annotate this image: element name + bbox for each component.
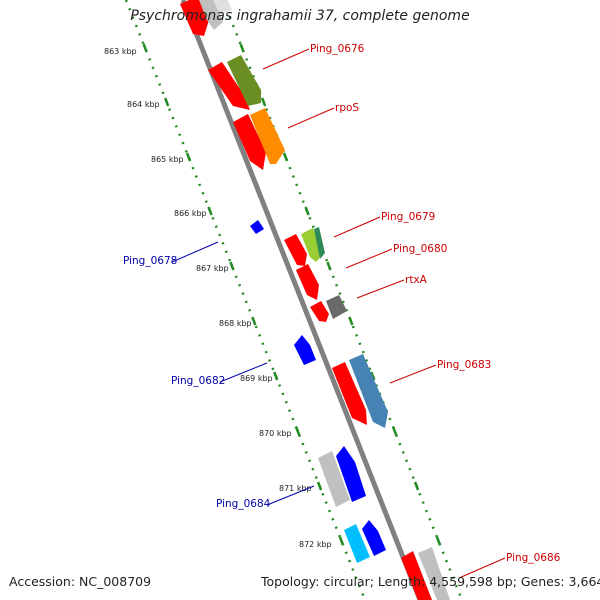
tick-label: 865 kbp [151, 155, 184, 164]
tick-label: 866 kbp [174, 209, 207, 218]
leader-line [345, 248, 393, 269]
gene-label-ping-0679[interactable]: Ping_0679 [381, 211, 435, 223]
tick-label: 869 kbp [240, 374, 273, 383]
gene-label-ping-0680[interactable]: Ping_0680 [393, 243, 447, 255]
tick-label: 871 kbp [279, 484, 312, 493]
ruler-major-tick [304, 206, 310, 216]
gene-label-rpos[interactable]: rpoS [335, 102, 359, 114]
cds-feature[interactable] [208, 62, 250, 110]
ruler-major-tick [326, 261, 332, 271]
tick-label: 867 kbp [196, 264, 229, 273]
gene-feature-blue[interactable] [362, 520, 386, 556]
accession-text: Accession: NC_008709 [9, 574, 152, 589]
gene-feature-grey[interactable] [318, 451, 350, 507]
gene-label-ping-0676[interactable]: Ping_0676 [310, 43, 365, 55]
leader-line [389, 364, 437, 384]
gene-label-ping-0682[interactable]: Ping_0682 [171, 375, 225, 387]
gene-feature-ping-0680[interactable] [296, 264, 319, 300]
gene-feature-grey[interactable] [418, 547, 450, 600]
ruler-major-tick [338, 536, 345, 546]
leader-line [219, 362, 268, 383]
ruler-major-tick [435, 536, 442, 546]
gene-feature-ping-0686[interactable] [401, 551, 432, 600]
gene-feature-ping-0683[interactable] [349, 354, 388, 428]
gene-label-ping-0678[interactable]: Ping_0678 [123, 255, 177, 267]
gene-feature-ping-0678[interactable] [250, 220, 264, 234]
tick-label: 863 kbp [104, 47, 137, 56]
ruler-major-tick [251, 316, 257, 326]
gene-label-ping-0684[interactable]: Ping_0684 [216, 498, 271, 510]
leader-line [458, 557, 506, 579]
ruler-major-tick [348, 316, 354, 326]
leader-line [266, 485, 315, 506]
gene-feature-ping-0684[interactable] [336, 446, 366, 502]
ruler-major-tick [413, 481, 420, 491]
gene-label-ping-0683[interactable]: Ping_0683 [437, 359, 491, 371]
gene-feature-rpos[interactable] [250, 108, 285, 164]
cds-feature[interactable] [233, 114, 266, 170]
genome-summary-text: Topology: circular; Length: 4,559,598 bp… [261, 574, 600, 589]
leader-line [356, 279, 405, 299]
gene-features [180, 0, 450, 600]
ruler-major-tick [142, 43, 148, 53]
cds-feature[interactable] [180, 0, 209, 36]
ruler-major-tick [163, 97, 170, 107]
tick-label: 872 kbp [299, 540, 332, 549]
ruler-major-tick [239, 43, 245, 53]
tick-label: 868 kbp [219, 319, 252, 328]
tick-label: 870 kbp [259, 429, 292, 438]
label-leader-lines [171, 48, 506, 579]
gene-feature-cyan[interactable] [344, 524, 370, 563]
gene-label-ping-0686[interactable]: Ping_0686 [506, 552, 561, 564]
gene-feature-rtxa[interactable] [326, 295, 347, 319]
ruler-major-tick [273, 371, 279, 381]
tick-label: 864 kbp [127, 100, 160, 109]
cds-feature[interactable] [310, 301, 329, 322]
ruler-major-tick [229, 261, 235, 271]
leader-line [333, 216, 381, 238]
leader-line [287, 107, 335, 129]
gene-feature-ping-0676[interactable] [227, 55, 261, 106]
leader-line [171, 241, 219, 263]
gene-feature-ping-0679[interactable] [301, 228, 323, 262]
ruler-major-tick [392, 426, 398, 436]
leader-line [262, 48, 310, 70]
genome-backbone [180, 0, 423, 600]
ruler-major-tick [207, 206, 213, 216]
ruler-lines [124, 0, 464, 600]
gene-labels: Ping_0676 rpoS Ping_0679 Ping_0680 rtxA … [123, 43, 561, 564]
cds-feature[interactable] [284, 234, 307, 266]
gene-feature-ping-0682[interactable] [294, 335, 316, 365]
ruler-major-tick [295, 426, 301, 436]
ruler-major-tick [316, 481, 323, 491]
ruler-major-tick [370, 371, 376, 381]
ruler-major-tick [282, 152, 289, 162]
cds-feature[interactable] [332, 362, 367, 425]
ruler-major-tick [185, 152, 192, 162]
gene-label-rtxa[interactable]: rtxA [405, 274, 428, 286]
tick-labels: 863 kbp 864 kbp 865 kbp 866 kbp 867 kbp … [104, 47, 332, 549]
gene-feature-ping-0679-dark[interactable] [314, 227, 325, 259]
gene-feature-grey[interactable] [213, 0, 232, 14]
ruler-major-tick [260, 97, 267, 107]
map-title: Psychromonas ingrahamii 37, complete gen… [130, 8, 470, 24]
